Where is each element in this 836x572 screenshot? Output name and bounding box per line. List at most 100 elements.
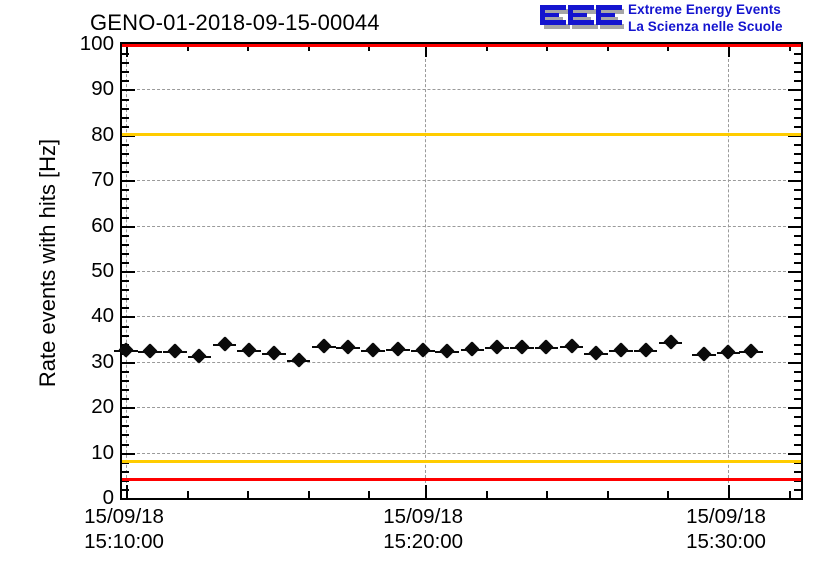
y-tick: [122, 71, 129, 74]
y-tick: [122, 225, 135, 228]
y-tick: [794, 389, 801, 391]
plot-area: [114, 42, 803, 500]
x-axis-tick-labels: 15/09/18 15:10:00 15/09/18 15:20:00 15/09/18…: [84, 504, 803, 566]
data-point-1: [142, 343, 158, 360]
y-tick: [122, 62, 129, 65]
x-tick-label: 15/09/18 15:10:00: [84, 504, 164, 554]
x-tick: [788, 44, 791, 51]
x-tick: [247, 491, 250, 498]
y-tick: [794, 107, 801, 110]
y-tick: [794, 207, 801, 210]
data-point-11: [389, 341, 406, 357]
y-tick: [122, 380, 129, 382]
y-tick: [794, 343, 801, 346]
x-tick: [425, 44, 428, 57]
y-tick: [122, 153, 129, 155]
y-gridline: [122, 316, 801, 318]
eee-logo-text: Extreme Energy Events La Scienza nelle S…: [628, 2, 834, 36]
x-tick-label-time: 15:30:00: [686, 530, 766, 553]
y-tick: [794, 116, 801, 119]
y-tick-label: 50: [91, 259, 114, 282]
y-tick-label: 70: [91, 168, 114, 192]
y-tick: [122, 470, 129, 473]
y-tick: [794, 143, 801, 146]
data-point-23: [696, 345, 712, 362]
y-tick: [122, 107, 129, 110]
y-tick-label: 60: [91, 213, 114, 237]
y-gridline: [122, 225, 801, 227]
eee-logo: Extreme Energy Events La Scienza nelle S…: [538, 2, 834, 36]
data-point-2: [167, 343, 183, 360]
y-tick-label: 20: [91, 395, 114, 419]
y-tick: [122, 180, 135, 183]
y-tick: [788, 225, 801, 228]
x-tick-label: 15/09/18 15:30:00: [686, 504, 766, 554]
y-tick: [794, 443, 801, 446]
y-tick: [794, 416, 801, 419]
x-tick: [546, 44, 549, 51]
x-tick: [368, 44, 371, 51]
y-gridline: [122, 180, 801, 182]
x-tick: [546, 491, 549, 498]
x-tick: [247, 44, 250, 51]
y-tick: [122, 189, 129, 192]
y-gridline: [122, 89, 801, 91]
data-point-16: [514, 339, 530, 355]
y-tick: [122, 325, 129, 328]
data-point-7: [290, 352, 307, 369]
x-tick: [307, 44, 310, 51]
x-tick-label-time: 15:20:00: [383, 530, 464, 553]
y-gridline: [122, 361, 801, 363]
data-point-14: [464, 340, 481, 357]
y-tick: [794, 398, 801, 401]
eee-logo-line2: La Scienza nelle Scuole: [628, 18, 783, 34]
y-tick: [122, 271, 135, 273]
x-tick: [307, 491, 310, 498]
y-tick: [122, 162, 129, 164]
y-tick: [122, 98, 129, 101]
y-tick: [794, 71, 801, 74]
y-tick: [794, 243, 801, 246]
data-point-10: [365, 342, 381, 358]
data-point-17: [538, 339, 555, 355]
reference-line-lower-red-limit: [122, 478, 801, 482]
y-tick: [122, 280, 129, 283]
y-tick: [122, 234, 129, 237]
y-tick: [122, 80, 129, 83]
x-gridline: [425, 44, 427, 498]
y-tick: [794, 325, 801, 328]
y-tick-label: 80: [91, 122, 114, 146]
data-point-25: [743, 343, 759, 360]
y-tick: [122, 498, 135, 500]
y-tick: [122, 171, 129, 174]
data-point-18: [563, 337, 580, 354]
y-tick: [794, 216, 801, 219]
plot-inner: [114, 44, 801, 500]
x-tick: [126, 44, 129, 57]
y-tick: [794, 189, 801, 192]
y-tick: [122, 53, 129, 56]
y-tick: [122, 298, 129, 301]
y-tick-label: 0: [102, 486, 114, 509]
y-tick: [794, 298, 801, 301]
y-tick: [794, 289, 801, 292]
y-tick: [794, 80, 801, 83]
y-gridline: [122, 407, 801, 409]
x-tick: [606, 491, 609, 498]
y-tick: [122, 207, 129, 210]
data-point-5: [241, 341, 257, 358]
y-tick: [122, 261, 129, 264]
y-tick: [122, 389, 129, 391]
y-tick: [122, 370, 129, 373]
x-tick: [186, 491, 189, 498]
y-tick: [122, 198, 129, 201]
y-tick: [794, 252, 801, 255]
y-axis-tick-labels: 0 10 20 30 40 50 60 70 80 90 100: [38, 33, 114, 508]
y-tick: [788, 271, 801, 273]
y-tick: [794, 307, 801, 310]
y-tick: [122, 307, 129, 310]
x-tick: [368, 491, 371, 498]
x-tick: [728, 485, 730, 498]
y-tick: [122, 443, 129, 446]
